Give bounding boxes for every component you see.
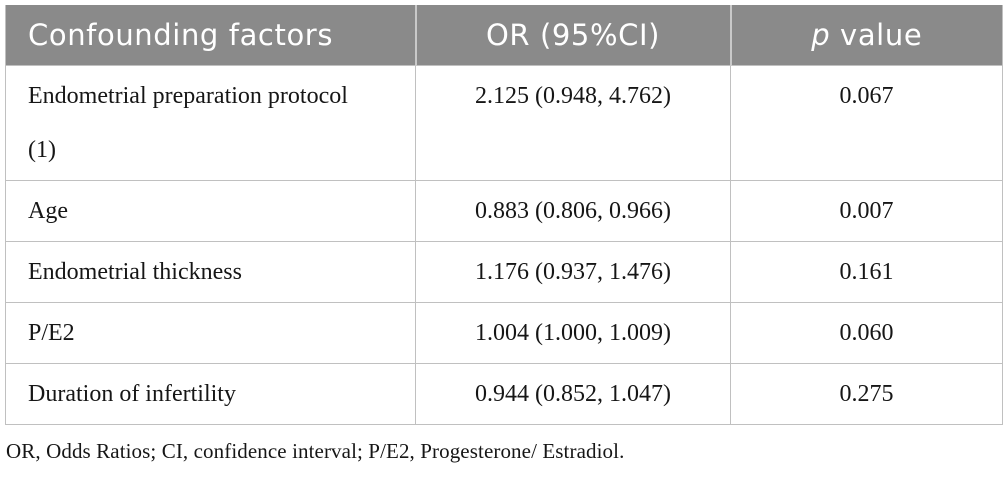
table-row: P/E2 1.004 (1.000, 1.009) 0.060 [5, 302, 1003, 364]
or-ci-cell: 0.883 (0.806, 0.966) [415, 180, 731, 242]
header-or-95ci: OR (95%CI) [414, 5, 731, 66]
header-p-value-italic-p: p [811, 18, 831, 52]
header-p-value: p value [729, 5, 1003, 66]
p-value-cell: 0.007 [730, 180, 1003, 242]
table-row: Age 0.883 (0.806, 0.966) 0.007 [5, 180, 1003, 242]
table-row: Endometrial preparation protocol (1) 2.1… [5, 65, 1003, 181]
header-confounding-factors: Confounding factors [5, 5, 416, 66]
p-value-cell: 0.067 [730, 65, 1003, 181]
factor-cell: Endometrial preparation protocol (1) [5, 65, 416, 181]
confounding-factors-table: Confounding factors OR (95%CI) p value E… [5, 5, 1003, 425]
table-header-row: Confounding factors OR (95%CI) p value [5, 5, 1003, 66]
factor-cell: Age [5, 180, 416, 242]
or-ci-cell: 2.125 (0.948, 4.762) [415, 65, 731, 181]
table-footnote: OR, Odds Ratios; CI, confidence interval… [6, 439, 625, 463]
factor-cell: P/E2 [5, 302, 416, 364]
p-value-cell: 0.161 [730, 241, 1003, 303]
p-value-cell: 0.060 [730, 302, 1003, 364]
factor-cell: Endometrial thickness [5, 241, 416, 303]
or-ci-cell: 1.176 (0.937, 1.476) [415, 241, 731, 303]
or-ci-cell: 1.004 (1.000, 1.009) [415, 302, 731, 364]
p-value-cell: 0.275 [730, 363, 1003, 425]
factor-cell: Duration of infertility [5, 363, 416, 425]
or-ci-cell: 0.944 (0.852, 1.047) [415, 363, 731, 425]
table-row: Endometrial thickness 1.176 (0.937, 1.47… [5, 241, 1003, 303]
header-p-value-rest: value [830, 18, 923, 52]
table-row: Duration of infertility 0.944 (0.852, 1.… [5, 363, 1003, 425]
